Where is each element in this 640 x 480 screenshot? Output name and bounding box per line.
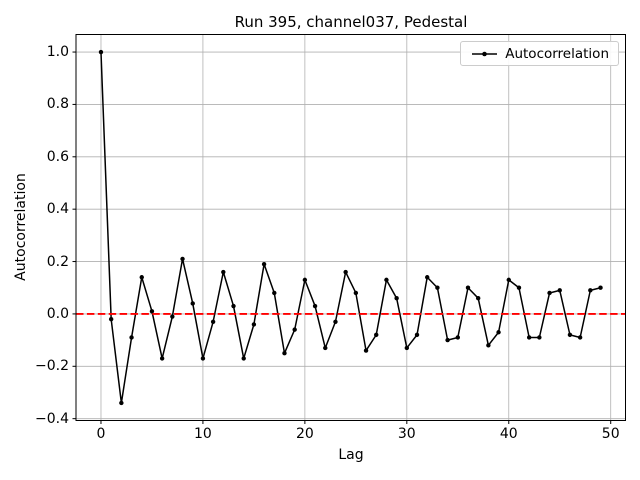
data-point-marker [516,285,522,290]
y-tick-label: 0.2 [46,253,69,270]
data-point-marker [598,285,603,290]
data-point-marker [455,335,460,340]
data-point-marker [98,49,104,55]
data-point-marker [496,330,501,335]
data-point-marker [302,277,308,283]
data-point-marker [231,303,236,309]
x-tick-label: 30 [397,425,416,442]
data-point-marker [190,301,195,306]
data-point-marker [343,269,348,275]
data-point-marker [486,343,491,348]
data-point-marker [425,275,430,280]
legend-marker-icon [482,51,488,56]
y-tick-label: 0.6 [46,148,69,165]
data-point-marker [333,319,338,324]
data-point-marker [557,288,562,293]
data-point-marker [272,290,277,296]
data-point-marker [394,296,399,301]
data-point-marker [435,285,440,290]
data-point-marker [414,332,420,338]
y-tick-label: 0.0 [46,305,69,322]
data-point-marker [282,350,287,356]
data-point-marker [567,332,573,338]
data-point-marker [363,348,369,353]
data-point-marker [526,335,532,340]
legend: Autocorrelation [460,41,619,66]
x-tick-label: 10 [194,425,212,442]
data-point-marker [445,337,450,343]
data-point-marker [180,256,185,262]
data-point-marker [537,335,542,340]
x-tick-label: 0 [96,425,106,442]
data-point-marker [241,356,246,361]
data-point-marker [404,345,410,351]
data-point-marker [475,296,481,301]
data-point-marker [465,285,471,290]
chart-title: Run 395, channel037, Pedestal [234,13,468,31]
data-point-marker [312,303,318,309]
y-tick-label: −0.2 [35,358,69,375]
axes-spines [75,34,626,421]
data-point-marker [200,356,206,361]
x-tick-label: 50 [601,425,620,442]
data-point-marker [577,335,583,340]
data-point-marker [506,277,511,283]
x-axis-label: Lag [338,447,364,463]
x-tick-label: 20 [295,425,314,442]
data-point-marker [374,332,379,338]
data-point-marker [129,335,134,340]
y-tick-label: −0.4 [35,410,69,427]
legend-line-sample [472,51,498,56]
data-point-marker [139,275,144,280]
data-point-marker [292,327,297,332]
data-point-marker [384,277,389,283]
data-point-marker [159,356,165,361]
data-point-marker [221,269,226,275]
data-point-marker [547,290,552,296]
legend-label: Autocorrelation [505,45,609,62]
data-point-marker [170,314,175,319]
data-point-marker [251,322,257,327]
data-point-marker [353,290,359,296]
data-point-marker [210,319,216,324]
data-point-marker [588,288,593,293]
y-tick-label: 1.0 [46,44,69,61]
data-point-marker [323,345,328,351]
data-point-marker [119,400,124,406]
y-tick-label: 0.8 [46,96,69,113]
data-point-marker [108,316,114,322]
y-tick-label: 0.4 [46,201,69,218]
data-point-marker [261,261,267,267]
data-point-marker [149,309,155,314]
x-tick-label: 40 [499,425,518,442]
